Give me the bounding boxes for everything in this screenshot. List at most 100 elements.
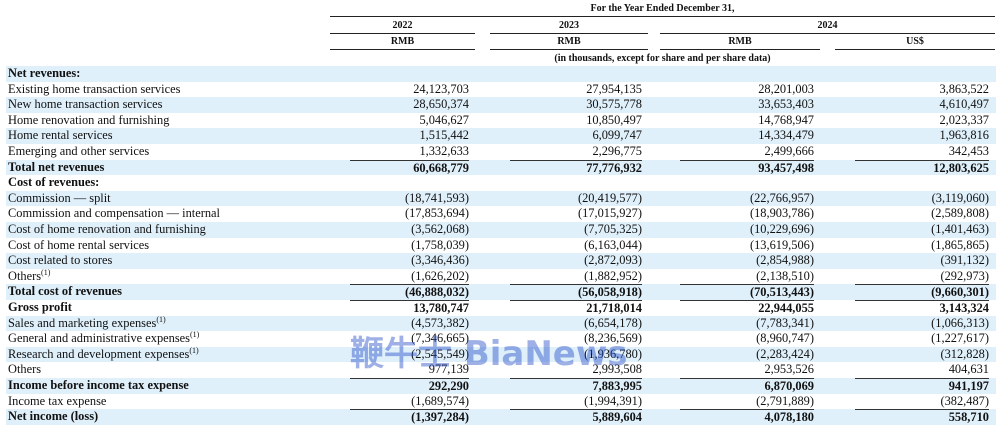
cell-value: 404,631 (948, 362, 989, 377)
cell-value: 3,863,522 (939, 81, 989, 96)
cell-value: (7,783,341) (756, 315, 814, 330)
cell-value: 21,718,014 (510, 300, 642, 316)
row-label: Home renovation and furnishing (8, 113, 169, 129)
table-row: Home rental services 1,515,442 6,099,747 14… (6, 128, 996, 144)
cell-value: (20,419,577) (577, 190, 642, 205)
row-label-text: Gross profit (8, 300, 72, 314)
rule (490, 49, 648, 50)
rule (330, 16, 995, 17)
table-row: Cost related to stores (3,346,436) (2,872,… (6, 253, 996, 269)
period-header: For the Year Ended December 31, (590, 3, 735, 14)
watermark: 鞭牛士 BiaNews (350, 334, 628, 374)
row-label-text: Emerging and other services (8, 144, 150, 158)
row-label-text: Cost of home rental services (8, 237, 150, 252)
cell-value: (2,283,424) (756, 346, 814, 361)
cell-value: (1,865,865) (931, 237, 989, 252)
year-header: 2024 (817, 20, 838, 31)
table-row: Net income (loss) (1,397,284) 5,889,604 4,0… (6, 409, 996, 425)
table-row: Total cost of revenues (46,888,032) (56,05… (6, 284, 996, 300)
table-row: Income before income tax expense 292,290 7… (6, 378, 996, 394)
row-label: Total cost of revenues (8, 284, 122, 300)
row-label-text: Research and development expenses (8, 346, 190, 361)
units-note: (in thousands, except for share and per … (554, 53, 771, 64)
cell-value: (9,660,301) (855, 284, 989, 300)
row-label-text: Income tax expense (8, 393, 107, 408)
rule (835, 49, 995, 50)
row-label-text: Net revenues: (8, 66, 81, 80)
table-row: Research and development expenses(1) (2,5… (6, 346, 996, 363)
cell-value: (2,854,988) (756, 253, 814, 268)
table-row: Gross profit 13,780,747 21,718,014 22,944,0… (6, 300, 996, 316)
row-label-text: Total cost of revenues (8, 284, 122, 299)
cell-value: 28,650,374 (413, 97, 469, 112)
table-row: Existing home transaction services 24,123… (6, 82, 996, 98)
cell-value: (1,882,952) (584, 268, 642, 283)
currency-header: US$ (906, 36, 924, 47)
row-label: Research and development expenses(1) (8, 346, 199, 363)
row-label: Others (8, 362, 41, 378)
cell-value: (6,163,044) (584, 237, 642, 252)
year-header: 2022 (392, 20, 413, 31)
table-row: Cost of home renovation and furnishing (3… (6, 222, 996, 238)
row-label-text: Others (8, 362, 42, 377)
row-label-text: Sales and marketing expenses (8, 315, 157, 330)
cell-value: (6,654,178) (584, 315, 642, 330)
row-label: Income tax expense (8, 394, 106, 410)
cell-value: (3,346,436) (411, 253, 469, 268)
cell-value: 13,780,747 (350, 300, 469, 316)
row-label-text: New home transaction services (8, 97, 163, 112)
cell-value: (292,973) (940, 268, 989, 283)
cell-value: 14,768,947 (758, 112, 814, 127)
cell-value: 4,078,180 (680, 409, 814, 425)
row-label: Existing home transaction services (8, 82, 180, 98)
cell-value: (56,058,918) (510, 284, 642, 300)
row-label: Emerging and other services (8, 144, 149, 160)
row-label: Gross profit (8, 300, 72, 316)
cell-value: (2,138,510) (756, 268, 814, 283)
cell-value: 12,803,625 (855, 159, 989, 176)
cell-value: 1,332,633 (419, 144, 469, 158)
cell-value: 941,197 (855, 378, 989, 394)
cell-value: (1,758,039) (411, 237, 469, 252)
footnote-ref: (1) (41, 267, 51, 277)
cell-value: 6,870,069 (680, 378, 814, 394)
cell-value: 7,883,995 (510, 378, 642, 394)
cell-value: 5,046,627 (419, 112, 469, 127)
cell-value: 2,499,666 (764, 144, 814, 158)
row-label-text: General and administrative expenses (8, 331, 191, 346)
rule (660, 33, 995, 34)
table-row: Cost of home rental services (1,758,039) (… (6, 238, 996, 254)
table-row: New home transaction services 28,650,374 3… (6, 97, 996, 113)
cell-value: 2,953,526 (764, 362, 814, 377)
row-label-text: Cost related to stores (8, 253, 113, 268)
row-label: General and administrative expenses(1) (8, 331, 199, 347)
row-label: New home transaction services (8, 97, 162, 113)
cell-value: (8,960,747) (756, 331, 814, 346)
row-label: Cost of revenues: (8, 175, 99, 191)
cell-value: (2,791,889) (756, 393, 814, 408)
cell-value: (1,227,617) (931, 331, 989, 346)
table-row: Others(1) (1,626,202) (1,882,952) (2,138,51… (6, 267, 996, 285)
cell-value: (2,545,549) (411, 346, 469, 361)
cell-value: 977,139 (428, 362, 469, 377)
row-label-text: Income before income tax expense (8, 378, 189, 392)
footnote-ref: (1) (156, 314, 166, 324)
table-row: Home renovation and furnishing 5,046,627 1… (6, 113, 996, 129)
row-label: Cost of home rental services (8, 238, 149, 254)
currency-header: RMB (728, 36, 752, 47)
cell-value: (7,346,665) (411, 331, 469, 346)
cell-value: 33,653,403 (758, 97, 814, 112)
row-label: Cost of home renovation and furnishing (8, 222, 206, 238)
cell-value: 60,668,779 (350, 159, 469, 176)
cell-value: 292,290 (350, 378, 469, 394)
cell-value: 3,143,324 (855, 300, 989, 316)
cell-value: (312,828) (940, 346, 989, 361)
cell-value: 4,610,497 (939, 97, 989, 112)
cell-value: (1,401,463) (931, 222, 989, 236)
row-label-text: Home rental services (8, 128, 113, 143)
rule (490, 33, 648, 34)
cell-value: (382,487) (940, 393, 989, 408)
cell-value: (1,994,391) (584, 393, 642, 408)
table-row: Net revenues: (6, 66, 996, 82)
